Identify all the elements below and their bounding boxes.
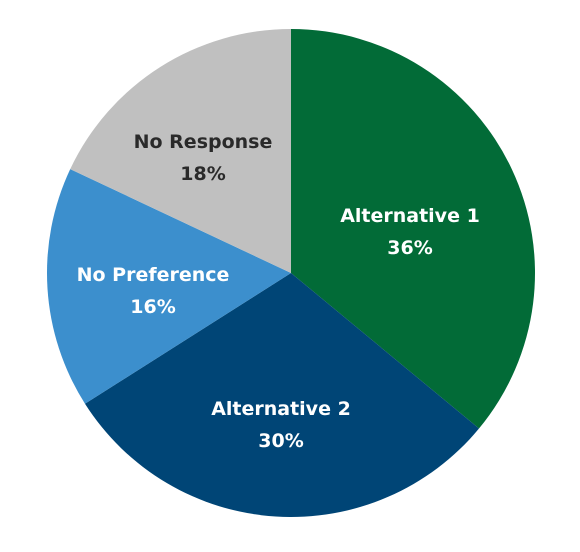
slice-category-label: No Preference (77, 264, 230, 286)
slice-label-no-preference: No Preference 16% (77, 264, 230, 318)
pie-slices (46, 28, 535, 517)
slice-value-label: 30% (258, 430, 303, 452)
pie-labels: Alternative 1 36% Alternative 2 30% No Prefe… (77, 131, 480, 452)
slice-label-alternative-2: Alternative 2 30% (211, 398, 351, 452)
slice-value-label: 36% (387, 237, 432, 259)
slice-value-label: 16% (130, 296, 175, 318)
slice-category-label: Alternative 1 (340, 205, 480, 227)
slice-category-label: Alternative 2 (211, 398, 351, 420)
slice-label-alternative-1: Alternative 1 36% (340, 205, 480, 259)
pie-slice-no-response (70, 28, 291, 273)
pie-slice-alternative-2 (84, 273, 480, 517)
pie-slice-no-preference (46, 169, 291, 404)
pie-slice-alternative-1 (291, 29, 535, 429)
slice-value-label: 18% (180, 163, 225, 185)
slice-category-label: No Response (134, 131, 273, 153)
slice-label-no-response: No Response 18% (134, 131, 273, 185)
